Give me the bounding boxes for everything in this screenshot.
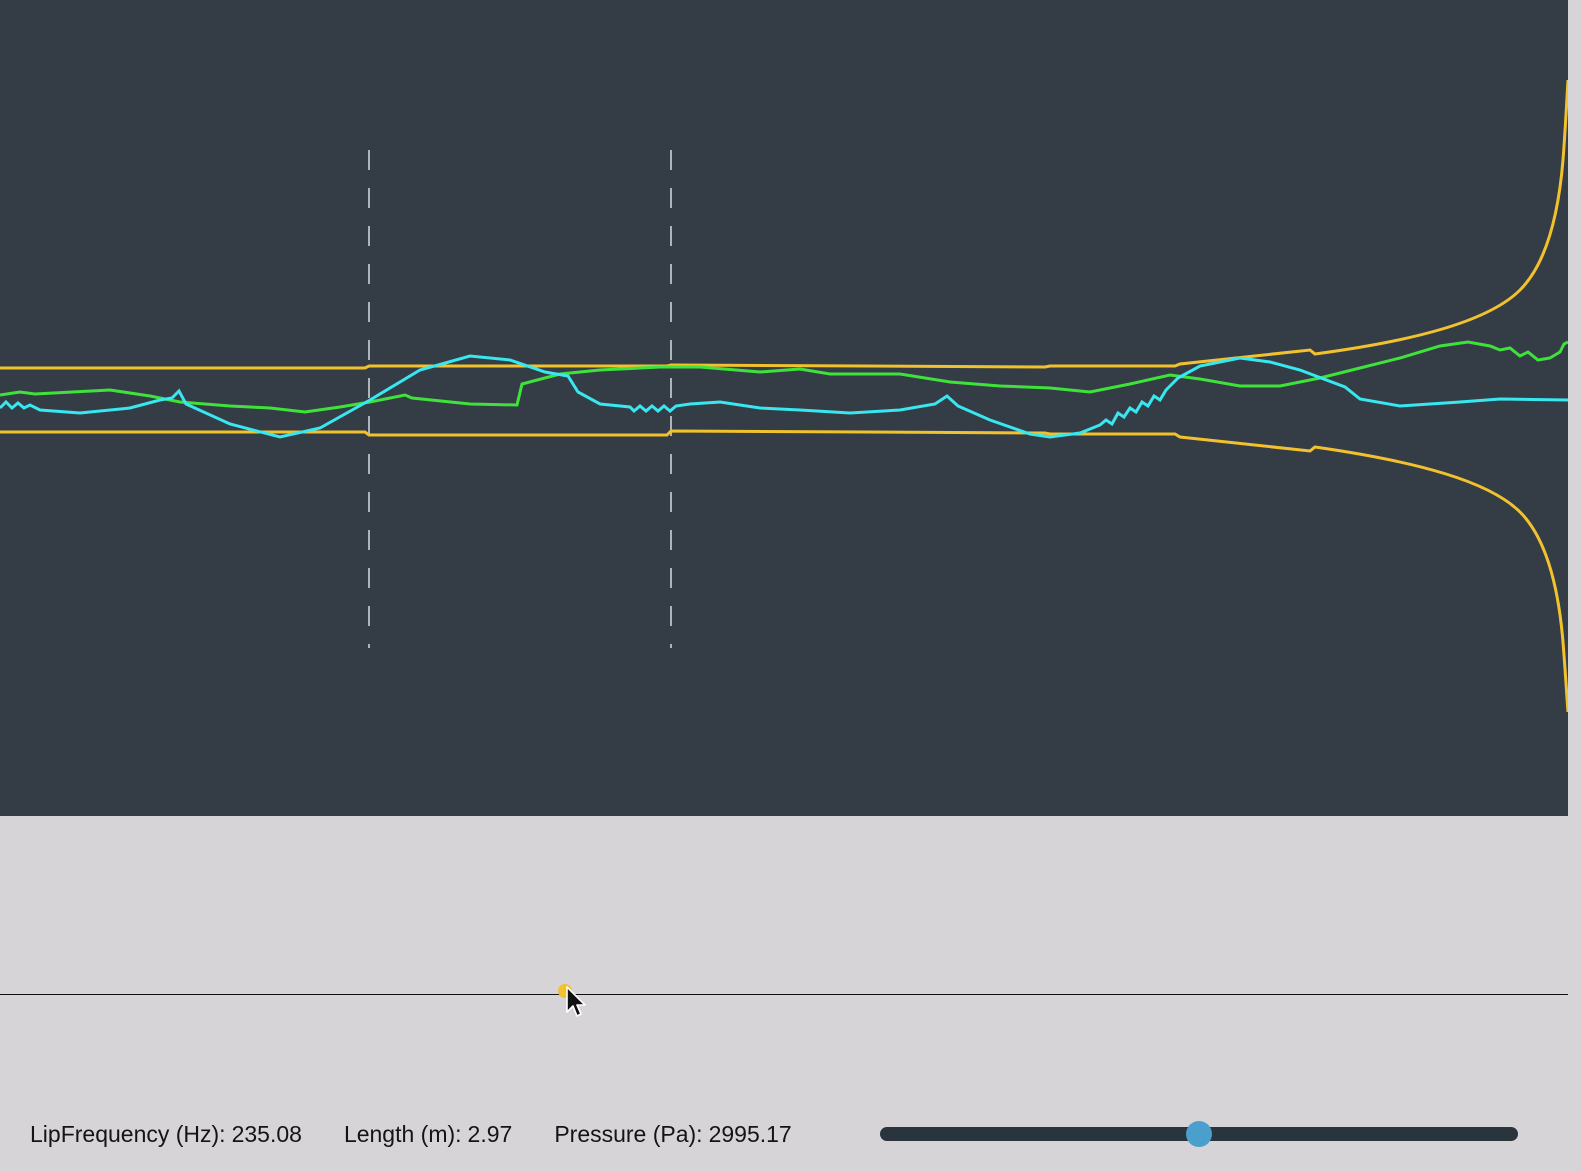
mouse-cursor-icon <box>566 986 586 1017</box>
pressure-wave-trace <box>0 340 1568 414</box>
pressure-value: 2995.17 <box>708 1120 792 1147</box>
length-label: Length (m): <box>343 1120 462 1147</box>
slider-thumb[interactable] <box>1186 1121 1212 1147</box>
length-value: 2.97 <box>467 1120 513 1147</box>
pressure-slider[interactable] <box>880 1121 1518 1147</box>
parameter-readout-bar: LipFrequency (Hz): 235.08 Length (m): 2.97… <box>30 1118 834 1150</box>
lip-frequency-value: 235.08 <box>231 1120 302 1147</box>
pressure-label: Pressure (Pa): <box>554 1120 703 1147</box>
velocity-wave-trace <box>0 354 1568 439</box>
bore-upper-wall <box>0 79 1568 370</box>
length-readout: Length (m): 2.97 <box>344 1121 512 1148</box>
lip-baseline <box>0 994 1568 995</box>
pressure-readout: Pressure (Pa): 2995.17 <box>554 1121 791 1148</box>
lip-frequency-readout: LipFrequency (Hz): 235.08 <box>30 1121 302 1148</box>
lip-control-area[interactable] <box>0 816 1568 1172</box>
bore-simulation-canvas[interactable] <box>0 0 1568 816</box>
bore-lower-wall <box>0 429 1568 713</box>
lip-frequency-label: LipFrequency (Hz): <box>30 1120 226 1147</box>
